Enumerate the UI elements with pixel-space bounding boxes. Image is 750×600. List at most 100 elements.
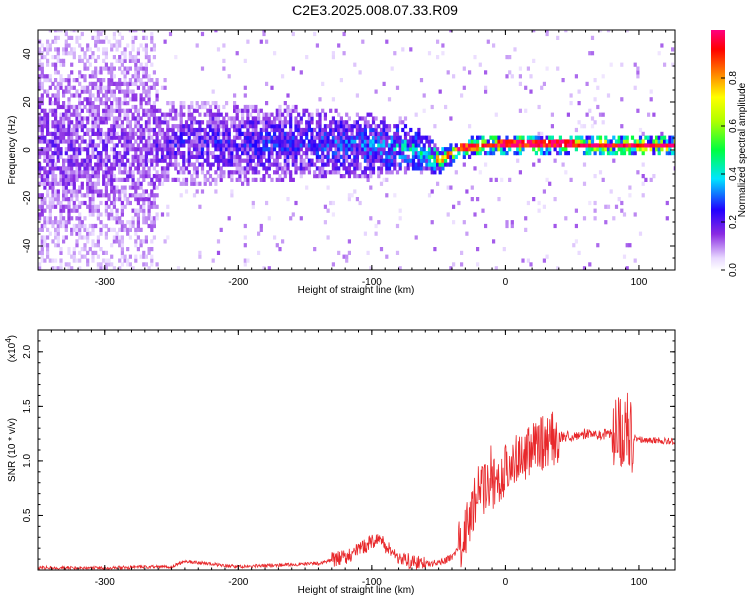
heatmap-cell xyxy=(80,127,84,133)
heatmap-cell xyxy=(425,139,429,144)
heatmap-cell xyxy=(321,147,325,152)
heatmap-cell xyxy=(163,116,167,121)
heatmap-cell xyxy=(99,101,103,106)
heatmap-cell xyxy=(337,158,341,163)
heatmap-cell xyxy=(366,158,370,163)
heatmap-cell xyxy=(262,174,266,179)
heatmap-cell xyxy=(59,104,63,110)
heatmap-cell xyxy=(601,177,605,182)
heatmap-cell xyxy=(147,89,151,94)
heatmap-cell xyxy=(64,158,68,163)
heatmap-cell xyxy=(329,127,333,133)
heatmap-cell xyxy=(257,170,261,175)
heatmap-cell xyxy=(176,147,181,152)
heatmap-cell xyxy=(88,97,92,102)
heatmap-cell xyxy=(88,208,92,213)
heatmap-cell xyxy=(371,158,376,163)
heatmap-cell xyxy=(604,204,608,209)
heatmap-cell xyxy=(67,162,71,167)
heatmap-cell xyxy=(673,166,675,171)
heatmap-cell xyxy=(214,30,218,33)
heatmap-cell xyxy=(91,131,95,136)
heatmap-cell xyxy=(75,112,79,117)
heatmap-cell xyxy=(110,262,114,267)
heatmap-cell xyxy=(406,143,410,148)
heatmap-cell xyxy=(152,139,156,144)
heatmap-cell xyxy=(203,112,207,117)
heatmap-cell xyxy=(297,143,301,148)
heatmap-cell xyxy=(647,112,651,117)
heatmap-cell xyxy=(235,177,239,182)
heatmap-cell xyxy=(235,104,239,110)
heatmap-cell xyxy=(67,135,71,140)
heatmap-cell xyxy=(363,174,367,179)
heatmap-cell xyxy=(120,131,124,136)
heatmap-cell xyxy=(64,112,68,117)
heatmap-cell xyxy=(550,135,554,140)
heatmap-cell xyxy=(417,151,421,156)
heatmap-cell xyxy=(99,247,103,252)
heatmap-cell xyxy=(142,208,146,213)
heatmap-cell xyxy=(510,139,514,144)
heatmap-cell xyxy=(297,147,301,152)
heatmap-cell xyxy=(110,189,114,194)
heatmap-cell xyxy=(363,135,367,140)
heatmap-cell xyxy=(219,227,223,232)
heatmap-cell xyxy=(270,162,274,167)
heatmap-cell xyxy=(67,147,71,152)
heatmap-cell xyxy=(206,151,210,156)
heatmap-cell xyxy=(75,231,79,236)
heatmap-cell xyxy=(363,116,367,121)
heatmap-cell xyxy=(104,181,108,186)
heatmap-cell xyxy=(182,124,186,129)
heatmap-cell xyxy=(64,131,68,136)
heatmap-cell xyxy=(377,139,381,144)
heatmap-cell xyxy=(80,193,84,198)
heatmap-cell xyxy=(481,139,485,144)
heatmap-cell xyxy=(48,154,52,159)
heatmap-cell xyxy=(176,177,181,182)
heatmap-cell xyxy=(486,139,490,144)
heatmap-cell xyxy=(227,147,231,152)
heatmap-cell xyxy=(444,147,448,152)
heatmap-cell xyxy=(152,166,156,171)
heatmap-cell xyxy=(102,108,106,113)
heatmap-cell xyxy=(88,112,92,117)
heatmap-cell xyxy=(326,135,330,140)
heatmap-cell xyxy=(206,154,210,159)
heatmap-cell xyxy=(353,189,357,194)
heatmap-cell xyxy=(179,135,183,140)
heatmap-cell xyxy=(577,89,581,94)
heatmap-cell xyxy=(136,235,140,240)
heatmap-cell xyxy=(102,162,106,167)
heatmap-cell xyxy=(321,139,325,144)
heatmap-cell xyxy=(86,89,90,94)
heatmap-cell xyxy=(598,143,603,148)
heatmap-cell xyxy=(278,112,282,117)
heatmap-cell xyxy=(166,204,170,209)
heatmap-cell xyxy=(414,151,418,156)
heatmap-cell xyxy=(673,139,675,144)
heatmap-cell xyxy=(134,193,138,198)
heatmap-cell xyxy=(198,139,202,144)
heatmap-cell xyxy=(91,74,95,79)
heatmap-cell xyxy=(144,35,148,40)
heatmap-cell xyxy=(553,139,557,144)
heatmap-cell xyxy=(606,204,611,209)
heatmap-cell xyxy=(390,143,394,148)
heatmap-cell xyxy=(54,235,58,240)
heatmap-cell xyxy=(222,174,226,179)
heatmap-cell xyxy=(468,143,472,148)
heatmap-cell xyxy=(139,181,143,186)
heatmap-cell xyxy=(78,93,82,98)
heatmap-cell xyxy=(99,135,103,140)
heatmap-cell xyxy=(478,135,482,140)
heatmap-cell xyxy=(286,151,290,156)
heatmap-cell xyxy=(134,258,138,263)
heatmap-cell xyxy=(620,97,624,102)
heatmap-cell xyxy=(254,120,258,125)
heatmap-cell xyxy=(88,62,92,67)
heatmap-cell xyxy=(75,35,79,40)
heatmap-cell xyxy=(147,124,151,129)
heatmap-cell xyxy=(192,131,197,136)
